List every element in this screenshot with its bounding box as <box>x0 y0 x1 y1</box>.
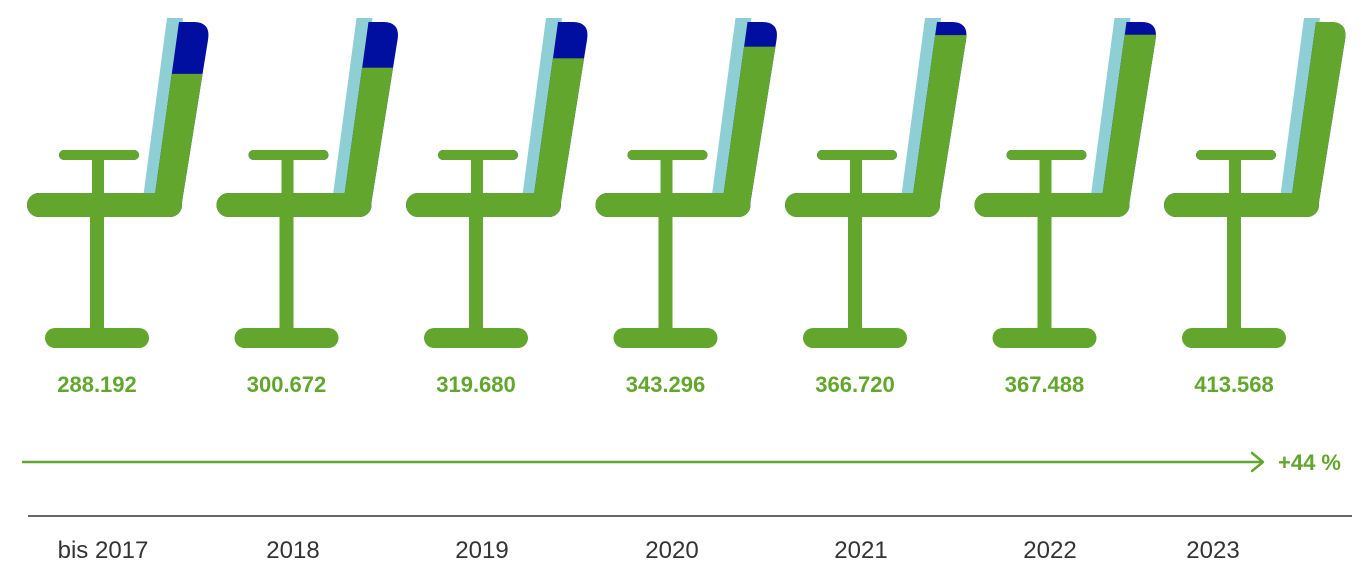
chair-foot <box>1182 328 1286 348</box>
year-label: 2023 <box>1186 537 1239 562</box>
value-label: 300.672 <box>247 372 327 397</box>
chair-pole <box>1037 216 1052 334</box>
chair-back-shadow <box>1089 18 1131 206</box>
chair-fill-level <box>216 67 398 217</box>
chair-fill-level <box>974 34 1156 217</box>
value-label: 343.296 <box>626 372 706 397</box>
chair-fill-level <box>1164 22 1346 217</box>
chair-upper <box>27 22 209 217</box>
chair-4 <box>785 18 967 348</box>
chair-upper <box>406 22 588 217</box>
value-label: 367.488 <box>1005 372 1085 397</box>
chair-fill-level <box>595 46 777 217</box>
chair-fill-level <box>785 35 967 217</box>
chair-pole <box>1227 216 1241 334</box>
chair-5 <box>974 18 1156 348</box>
chair-upper <box>785 22 967 217</box>
chair-pole <box>279 216 294 334</box>
chair-6 <box>1164 18 1346 348</box>
year-label: 2020 <box>645 537 698 562</box>
value-label: 319.680 <box>436 372 516 397</box>
growth-label: +44 % <box>1278 450 1341 475</box>
value-label: 413.568 <box>1194 372 1274 397</box>
chair-foot <box>992 328 1097 348</box>
year-label: bis 2017 <box>58 537 149 562</box>
chair-back-shadow <box>521 18 562 206</box>
chair-back-shadow <box>331 18 373 206</box>
chair-3 <box>595 18 777 348</box>
chair-fill-level <box>27 73 209 217</box>
value-labels-group: 288.192 300.672 319.680 343.296 366.720 367.4… <box>57 372 1274 397</box>
chair-pole <box>469 216 483 334</box>
chair-pole <box>90 216 104 334</box>
chair-foot <box>45 328 149 348</box>
value-label: 366.720 <box>815 372 895 397</box>
chairs-group <box>27 18 1346 348</box>
year-label: 2021 <box>834 537 887 562</box>
chair-pole <box>848 216 862 334</box>
chair-1 <box>216 18 398 348</box>
chair-2 <box>406 18 588 348</box>
chair-back-shadow <box>142 18 183 206</box>
chair-fill-level <box>406 58 588 217</box>
value-label: 288.192 <box>57 372 137 397</box>
chair-upper <box>974 22 1156 217</box>
chair-upper <box>1164 22 1346 217</box>
chair-back-shadow <box>900 18 941 206</box>
chair-back-shadow <box>710 18 752 206</box>
chair-foot <box>613 328 718 348</box>
year-labels-group: bis 2017 2018 2019 2020 2021 2022 2023 <box>58 537 1240 562</box>
chair-foot <box>803 328 907 348</box>
chair-foot <box>424 328 528 348</box>
chair-0 <box>27 18 209 348</box>
year-label: 2022 <box>1023 537 1076 562</box>
chair-foot <box>234 328 339 348</box>
year-label: 2018 <box>266 537 319 562</box>
chair-upper <box>595 22 777 217</box>
chair-upper <box>216 22 398 217</box>
chair-back-shadow <box>1279 18 1320 206</box>
growth-arrow-head <box>1250 451 1265 473</box>
year-label: 2019 <box>455 537 508 562</box>
chair-pole <box>658 216 673 334</box>
